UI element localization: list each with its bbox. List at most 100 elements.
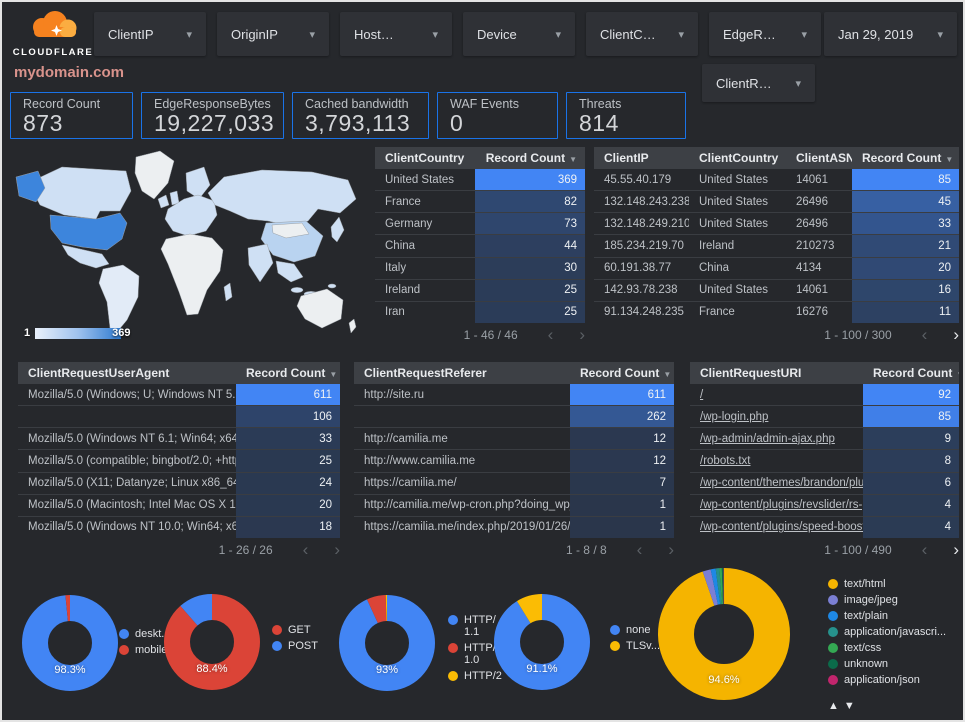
table-row[interactable]: 185.234.219.70 Ireland 210273 21 <box>594 234 959 257</box>
legend-item[interactable]: application/javascri... <box>828 626 946 638</box>
column-header[interactable]: Record Count▼ <box>863 366 959 380</box>
dimension-cell[interactable]: /wp-content/themes/brandon/plu... <box>690 473 863 494</box>
dimension-cell[interactable]: /wp-content/plugins/speed-booste... <box>690 517 863 538</box>
table-row[interactable]: 91.134.248.235 France 16276 11 <box>594 300 959 323</box>
pagination-next-icon[interactable]: › <box>953 539 959 559</box>
column-header[interactable]: ClientIP <box>594 151 689 165</box>
pagination-next-icon[interactable]: › <box>953 324 959 344</box>
column-header[interactable]: Record Count▼ <box>236 366 340 380</box>
uri-link[interactable]: /wp-content/plugins/speed-booste... <box>700 521 863 534</box>
table-row[interactable]: /wp-content/plugins/speed-booste... 4 <box>690 515 959 538</box>
table-row[interactable]: Mozilla/5.0 (X11; Datanyze; Linux x86_64… <box>18 471 340 494</box>
table-header[interactable]: ClientRequestUserAgent Record Count ▼ <box>18 362 340 384</box>
table-row[interactable]: /wp-login.php 85 <box>690 405 959 428</box>
uri-link[interactable]: / <box>700 388 704 401</box>
table-row[interactable]: 132.148.243.238 United States 26496 45 <box>594 190 959 213</box>
filter-chip-clientc[interactable]: ClientC… ▾ <box>586 12 698 56</box>
table-row[interactable]: /wp-content/themes/brandon/plu... 6 <box>690 471 959 494</box>
uri-link[interactable]: /robots.txt <box>700 454 751 467</box>
dimension-cell[interactable]: /wp-admin/admin-ajax.php <box>690 428 863 449</box>
column-header[interactable]: ClientRequestUserAgent <box>18 366 236 380</box>
filter-chip-originip[interactable]: OriginIP ▾ <box>217 12 329 56</box>
legend-item[interactable]: mobile <box>119 644 170 656</box>
uri-link[interactable]: /wp-content/themes/brandon/plu... <box>700 477 863 490</box>
device-type-donut[interactable]: 98.3% <box>22 595 118 691</box>
content-type-donut[interactable]: 94.6% <box>658 568 790 700</box>
table-row[interactable]: /robots.txt 8 <box>690 449 959 472</box>
filter-chip-device[interactable]: Device ▾ <box>463 12 575 56</box>
legend-item[interactable]: HTTP/ 1.1 <box>448 614 510 638</box>
table-row[interactable]: Mozilla/5.0 (Windows; U; Windows NT 5.1;… <box>18 384 340 406</box>
table-row[interactable]: 262 <box>354 405 674 428</box>
uri-link[interactable]: /wp-login.php <box>700 410 769 423</box>
table-row[interactable]: France 82 <box>375 190 585 213</box>
table-header[interactable]: ClientRequestURI Record Count▼ <box>690 362 959 384</box>
filter-chip-clientip[interactable]: ClientIP ▾ <box>94 12 206 56</box>
table-row[interactable]: Mozilla/5.0 (Windows NT 6.1; Win64; x64;… <box>18 427 340 450</box>
table-row[interactable]: 132.148.249.210 United States 26496 33 <box>594 212 959 235</box>
table-row[interactable]: 60.191.38.77 China 4134 20 <box>594 256 959 279</box>
legend-item[interactable]: text/html <box>828 578 946 590</box>
legend-sort-up-icon[interactable]: ▲ <box>828 700 839 712</box>
filter-chip-edger[interactable]: EdgeR… ▾ <box>709 12 821 56</box>
table-row[interactable]: http://www.camilia.me 12 <box>354 449 674 472</box>
dimension-cell[interactable]: /robots.txt <box>690 450 863 471</box>
table-row[interactable]: China 44 <box>375 234 585 257</box>
table-row[interactable]: http://site.ru 611 <box>354 384 674 406</box>
table-row[interactable]: Ireland 25 <box>375 278 585 301</box>
legend-item[interactable]: deskt... <box>119 628 170 640</box>
dimension-cell[interactable]: /wp-login.php <box>690 406 863 427</box>
tls-version-donut[interactable]: 91.1% <box>494 594 590 690</box>
column-header[interactable]: Record Count▼ <box>475 151 585 165</box>
table-row[interactable]: Mozilla/5.0 (Macintosh; Intel Mac OS X 1… <box>18 493 340 516</box>
column-header[interactable]: ClientCountry <box>689 151 786 165</box>
column-header[interactable]: ClientRequestReferer <box>354 366 570 380</box>
table-row[interactable]: https://camilia.me/7 <box>354 471 674 494</box>
legend-item[interactable]: TLSv... <box>610 640 660 652</box>
legend-sort-down-icon[interactable]: ▼ <box>843 700 855 712</box>
table-header[interactable]: ClientCountry Record Count ▼ <box>375 147 585 169</box>
table-row[interactable]: Mozilla/5.0 (compatible; bingbot/2.0; +h… <box>18 449 340 472</box>
legend-item[interactable]: HTTP/ 1.0 <box>448 642 510 666</box>
http-protocol-donut[interactable]: 93% <box>339 595 435 691</box>
table-row[interactable]: http://camilia.me 12 <box>354 427 674 450</box>
legend-item[interactable]: none <box>610 624 660 636</box>
table-row[interactable]: https://camilia.me/index.php/2019/01/26/… <box>354 515 674 538</box>
legend-item[interactable]: HTTP/2 <box>448 670 510 682</box>
legend-item[interactable]: POST <box>272 640 318 652</box>
table-row[interactable]: 45.55.40.179 United States 14061 85 <box>594 169 959 191</box>
legend-item[interactable]: image/jpeg <box>828 594 946 606</box>
dimension-cell[interactable]: / <box>690 384 863 405</box>
legend-item[interactable]: GET <box>272 624 318 636</box>
table-header[interactable]: ClientRequestReferer Record Count ▼ <box>354 362 674 384</box>
http-method-donut[interactable]: 88.4% <box>164 594 260 690</box>
column-header[interactable]: ClientRequestURI <box>690 366 863 380</box>
column-header[interactable]: Record Count▼ <box>570 366 674 380</box>
table-row[interactable]: United States 369 <box>375 169 585 191</box>
table-header[interactable]: ClientIP ClientCountry ClientASN Record Cou… <box>594 147 959 169</box>
column-header[interactable]: Record Count▼ <box>852 151 959 165</box>
table-row[interactable]: Iran 25 <box>375 300 585 323</box>
table-row[interactable]: 106 <box>18 405 340 428</box>
dimension-cell[interactable]: /wp-content/plugins/revslider/rs-p... <box>690 495 863 516</box>
legend-item[interactable]: text/css <box>828 642 946 654</box>
date-range-filter[interactable]: Jan 29, 2019 ▾ <box>824 12 957 56</box>
table-row[interactable]: /wp-admin/admin-ajax.php 9 <box>690 427 959 450</box>
world-map[interactable]: 1 369 <box>10 147 370 347</box>
filter-chip-host[interactable]: Host… ▾ <box>340 12 452 56</box>
table-row[interactable]: Mozilla/5.0 (Windows NT 10.0; Win64; x64… <box>18 515 340 538</box>
table-row[interactable]: / 92 <box>690 384 959 406</box>
table-row[interactable]: 142.93.78.238 United States 14061 16 <box>594 278 959 301</box>
table-row[interactable]: /wp-content/plugins/revslider/rs-p... 4 <box>690 493 959 516</box>
column-header[interactable]: ClientASN <box>786 151 852 165</box>
table-row[interactable]: Italy 30 <box>375 256 585 279</box>
uri-link[interactable]: /wp-admin/admin-ajax.php <box>700 432 835 445</box>
uri-link[interactable]: /wp-content/plugins/revslider/rs-p... <box>700 499 863 512</box>
legend-item[interactable]: text/plain <box>828 610 946 622</box>
table-row[interactable]: http://camilia.me/wp-cron.php?doing_wp_c… <box>354 493 674 516</box>
legend-item[interactable]: unknown <box>828 658 946 670</box>
column-header[interactable]: ClientCountry <box>375 151 475 165</box>
filter-chip-clientr[interactable]: ClientR… ▾ <box>702 64 815 102</box>
table-row[interactable]: Germany 73 <box>375 212 585 235</box>
legend-item[interactable]: application/json <box>828 674 946 686</box>
